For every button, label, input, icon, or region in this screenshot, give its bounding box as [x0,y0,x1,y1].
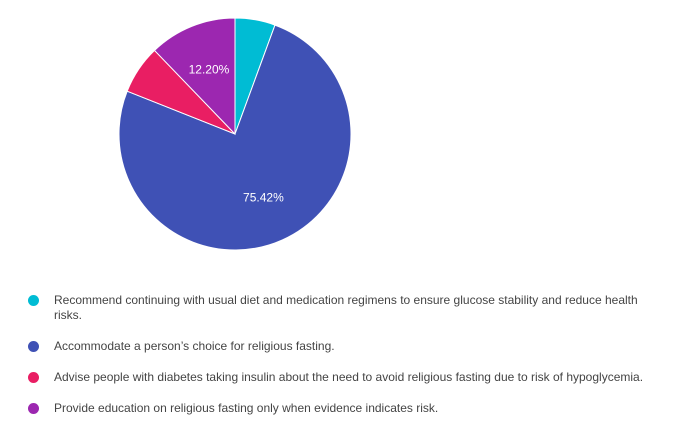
legend-item-3[interactable]: Advise people with diabetes taking insul… [28,370,668,385]
pie-slice-2[interactable] [118,24,352,251]
pie-chart: 75.42% 12.20% [118,17,352,251]
legend: Recommend continuing with usual diet and… [28,293,668,432]
legend-marker-3 [28,372,39,383]
legend-label-4: Provide education on religious fasting o… [54,401,439,415]
legend-label-2: Accommodate a person’s choice for religi… [54,339,335,353]
slice-label-4: 12.20% [189,62,230,76]
slice-label-2: 75.42% [243,191,284,205]
legend-label-1: Recommend continuing with usual diet and… [54,293,638,322]
legend-item-1[interactable]: Recommend continuing with usual diet and… [28,293,668,323]
legend-marker-4 [28,403,39,414]
legend-item-2[interactable]: Accommodate a person’s choice for religi… [28,339,668,354]
legend-label-3: Advise people with diabetes taking insul… [54,370,644,384]
legend-marker-1 [28,295,39,306]
legend-marker-2 [28,341,39,352]
pie-slice-4[interactable] [153,17,236,136]
legend-item-4[interactable]: Provide education on religious fasting o… [28,401,668,416]
